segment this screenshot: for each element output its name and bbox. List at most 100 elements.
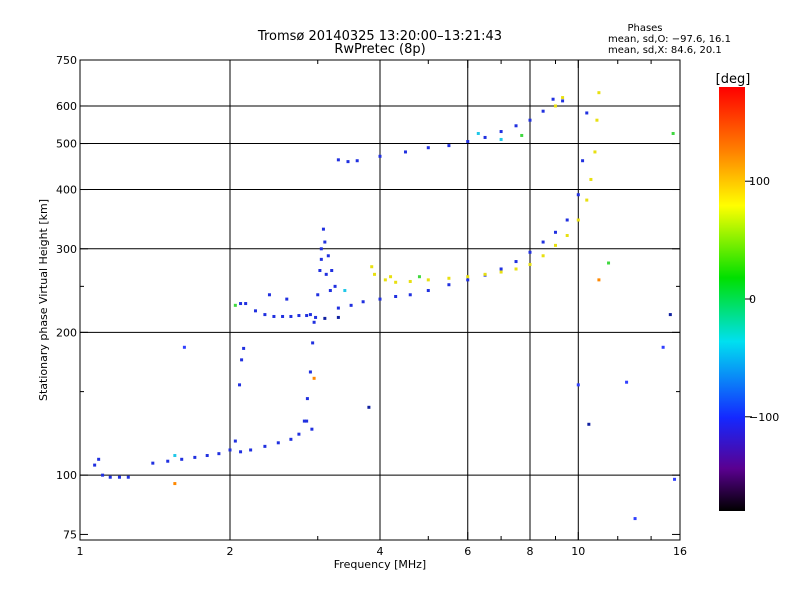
data-point	[553, 230, 557, 234]
data-point	[173, 482, 177, 486]
data-point	[373, 272, 377, 276]
y-tick-label: 750	[56, 54, 77, 67]
data-point	[514, 267, 518, 271]
data-point	[308, 370, 312, 374]
data-point	[311, 341, 315, 345]
colorbar-tick-label: 100	[749, 175, 770, 188]
data-point	[297, 314, 301, 318]
data-point	[326, 254, 330, 258]
data-point	[576, 193, 580, 197]
data-point	[180, 457, 184, 461]
data-point	[541, 254, 545, 258]
data-point	[305, 314, 309, 318]
data-points	[93, 91, 677, 521]
data-point	[394, 280, 398, 284]
data-point	[561, 99, 565, 103]
data-point	[551, 97, 555, 101]
data-point	[499, 130, 503, 134]
y-tick-label: 600	[56, 100, 77, 113]
data-point	[233, 439, 237, 443]
data-point	[408, 279, 412, 283]
x-tick-label: 6	[464, 545, 471, 558]
data-point	[108, 475, 112, 479]
data-point	[633, 517, 637, 521]
data-point	[528, 250, 532, 254]
data-point	[319, 247, 323, 251]
y-tick-label: 400	[56, 184, 77, 197]
data-point	[476, 131, 480, 135]
colorbar-ticks: 100 0 −100	[745, 175, 779, 424]
data-point	[426, 289, 430, 293]
data-point	[607, 261, 611, 265]
data-point	[466, 278, 470, 282]
data-point	[323, 316, 327, 320]
data-point	[367, 405, 371, 409]
x-tick-label: 10	[571, 545, 585, 558]
data-point	[238, 383, 242, 387]
phases-x-stats: mean, sd,X: 84.6, 20.1	[608, 45, 722, 56]
data-point	[239, 450, 243, 454]
data-point	[514, 124, 518, 128]
y-tick-label: 100	[56, 469, 77, 482]
data-point	[253, 309, 257, 313]
data-point	[316, 293, 320, 297]
axis-ticks: 1 2 4 6 8 10 16 75 100 200 300 400 500 600 750	[56, 54, 687, 558]
data-point	[308, 313, 312, 317]
data-point	[581, 159, 585, 163]
data-point	[346, 160, 350, 164]
data-point	[228, 448, 232, 452]
data-point	[565, 218, 569, 222]
data-point	[383, 278, 387, 282]
data-point	[597, 278, 601, 282]
data-point	[336, 315, 340, 319]
data-point	[565, 233, 569, 237]
data-point	[426, 278, 430, 282]
data-point	[483, 272, 487, 276]
data-point	[310, 427, 314, 431]
data-point	[528, 262, 532, 266]
data-point	[267, 293, 271, 297]
data-point	[447, 276, 451, 280]
x-tick-label: 16	[673, 545, 687, 558]
colorbar	[719, 87, 745, 511]
data-point	[514, 260, 518, 264]
data-point	[378, 297, 382, 301]
data-point	[661, 345, 665, 349]
data-point	[305, 419, 309, 423]
grid-lines	[80, 60, 680, 540]
data-point	[403, 150, 407, 154]
data-point	[355, 159, 359, 163]
data-point	[319, 257, 323, 261]
data-point	[370, 265, 374, 269]
data-point	[126, 475, 130, 479]
data-point	[289, 437, 293, 441]
x-tick-label: 8	[527, 545, 534, 558]
data-point	[499, 267, 503, 271]
data-point	[281, 314, 285, 318]
data-point	[671, 131, 675, 135]
data-point	[447, 144, 451, 148]
data-point	[587, 422, 591, 426]
data-point	[312, 320, 316, 324]
y-tick-label: 75	[63, 528, 77, 541]
data-point	[233, 303, 237, 307]
data-point	[595, 118, 599, 122]
data-point	[314, 315, 318, 319]
data-point	[240, 358, 244, 362]
data-point	[217, 452, 221, 456]
data-point	[447, 283, 451, 287]
data-point	[483, 135, 487, 139]
data-point	[244, 302, 248, 306]
data-point	[330, 269, 334, 273]
data-point	[321, 227, 325, 231]
data-point	[272, 314, 276, 318]
data-point	[336, 306, 340, 310]
data-point	[151, 461, 155, 465]
data-point	[499, 137, 503, 141]
data-point	[585, 111, 589, 115]
data-point	[528, 118, 532, 122]
data-point	[297, 432, 301, 436]
data-point	[239, 302, 243, 306]
data-point	[561, 96, 565, 100]
